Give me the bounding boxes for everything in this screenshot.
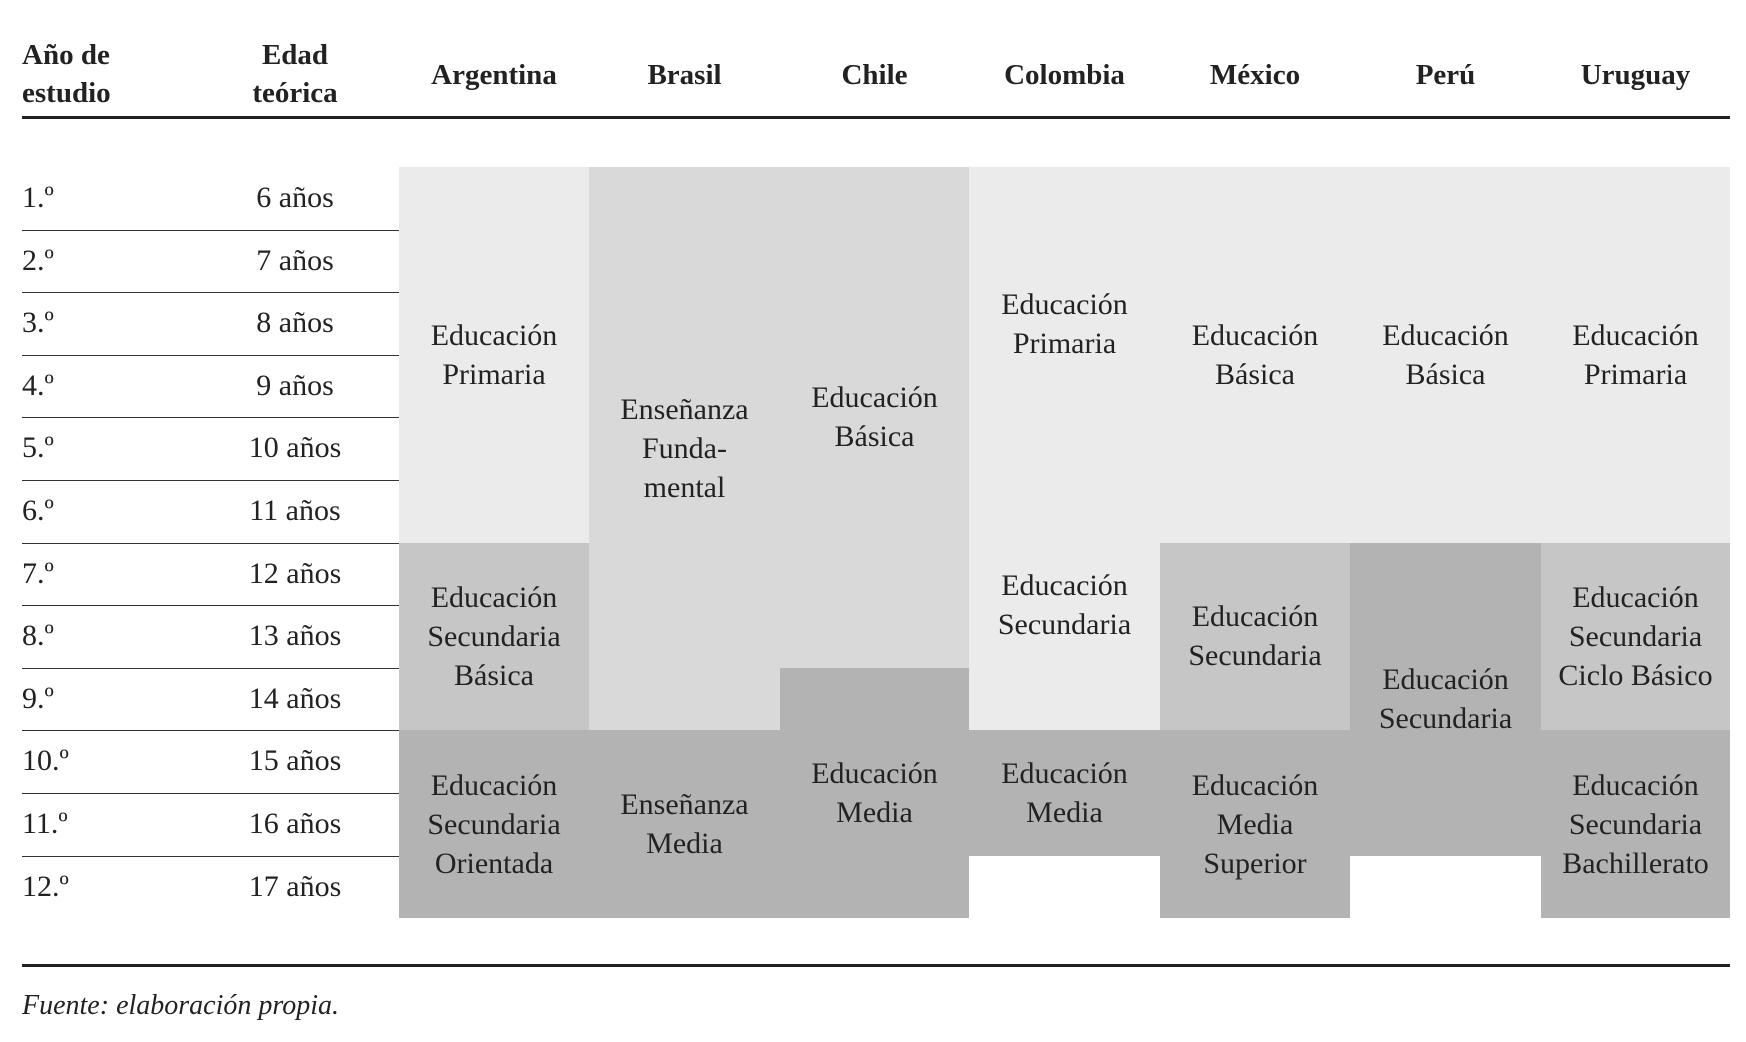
education-level-block: Enseñanza Media	[589, 730, 780, 919]
education-level-block: Educación Secundaria	[1350, 542, 1541, 856]
header-country: Chile	[841, 59, 908, 91]
header-rule	[22, 116, 1730, 119]
row-year: 10.º	[22, 744, 69, 778]
row-divider	[22, 605, 399, 607]
header-country: Argentina	[431, 59, 557, 91]
education-level-block: Educación Media	[780, 667, 969, 919]
row-year: 11.º	[22, 807, 68, 840]
education-level-block: Educación Secundaria Ciclo Básico	[1541, 542, 1730, 731]
row-divider	[22, 730, 399, 732]
row-divider	[22, 480, 399, 481]
row-divider	[22, 417, 399, 419]
row-divider	[22, 229, 399, 231]
row-year: 9.º	[22, 681, 54, 715]
row-year: 1.º	[22, 181, 54, 214]
education-level-block: Educación Secundaria	[969, 480, 1160, 731]
row-age: 12 años	[248, 556, 342, 590]
education-level-block: Educación Secundaria Orientada	[399, 730, 589, 919]
row-age: 16 años	[248, 807, 342, 840]
header-year-of-study: Año de estudio	[22, 39, 111, 109]
row-divider	[22, 667, 399, 669]
header-country: Colombia	[1004, 59, 1125, 91]
row-age: 9 años	[256, 368, 334, 402]
row-age: 10 años	[248, 431, 342, 465]
row-year: 12.º	[22, 869, 69, 903]
source-note: Fuente: elaboración propia.	[22, 990, 340, 1021]
row-age: 15 años	[248, 744, 342, 778]
row-year: 3.º	[22, 306, 54, 340]
header-country: Uruguay	[1580, 59, 1691, 91]
header-country: Brasil	[647, 59, 722, 91]
row-age: 11 años	[249, 494, 341, 527]
row-age: 17 años	[248, 869, 342, 903]
education-level-block: Enseñanza Funda- mental	[589, 167, 780, 731]
education-level-block: Educación Básica	[780, 167, 969, 668]
row-year: 2.º	[22, 243, 54, 277]
education-level-block: Educación Básica	[1350, 167, 1541, 543]
header-country: México	[1209, 59, 1301, 91]
row-divider	[22, 354, 399, 356]
education-level-block: Educación Primaria	[1541, 167, 1730, 543]
education-level-block: Educación Secundaria Bachillerato	[1541, 730, 1730, 919]
row-age: 14 años	[248, 681, 342, 715]
row-divider	[22, 855, 399, 857]
row-year: 8.º	[22, 619, 54, 653]
education-level-block: Educación Primaria	[969, 167, 1160, 480]
row-age: 6 años	[256, 181, 334, 214]
row-year: 4.º	[22, 368, 54, 402]
header-country: Perú	[1415, 59, 1476, 91]
row-divider	[22, 292, 399, 294]
header-theoretical-age: Edad teórica	[252, 39, 338, 109]
row-year: 7.º	[22, 556, 54, 590]
education-level-block: Educación Básica	[1160, 167, 1350, 543]
row-year: 6.º	[22, 494, 54, 527]
education-level-block: Educación Media	[969, 730, 1160, 856]
education-level-block: Educación Primaria	[399, 167, 589, 543]
row-age: 7 años	[256, 243, 334, 277]
row-year: 5.º	[22, 431, 54, 465]
education-level-block: Educación Secundaria Básica	[399, 542, 589, 731]
row-divider	[22, 542, 399, 544]
row-divider	[22, 793, 399, 794]
row-age: 8 años	[256, 306, 334, 340]
bottom-rule	[22, 964, 1730, 967]
education-level-block: Educación Secundaria	[1160, 542, 1350, 731]
education-level-block: Educación Media Superior	[1160, 730, 1350, 919]
row-age: 13 años	[248, 619, 342, 653]
